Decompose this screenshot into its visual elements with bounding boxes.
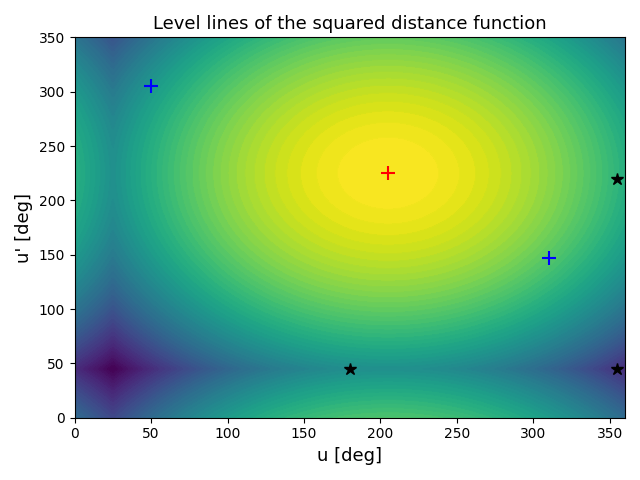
Y-axis label: u' [deg]: u' [deg]	[15, 192, 33, 263]
X-axis label: u [deg]: u [deg]	[317, 447, 382, 465]
Title: Level lines of the squared distance function: Level lines of the squared distance func…	[153, 15, 547, 33]
